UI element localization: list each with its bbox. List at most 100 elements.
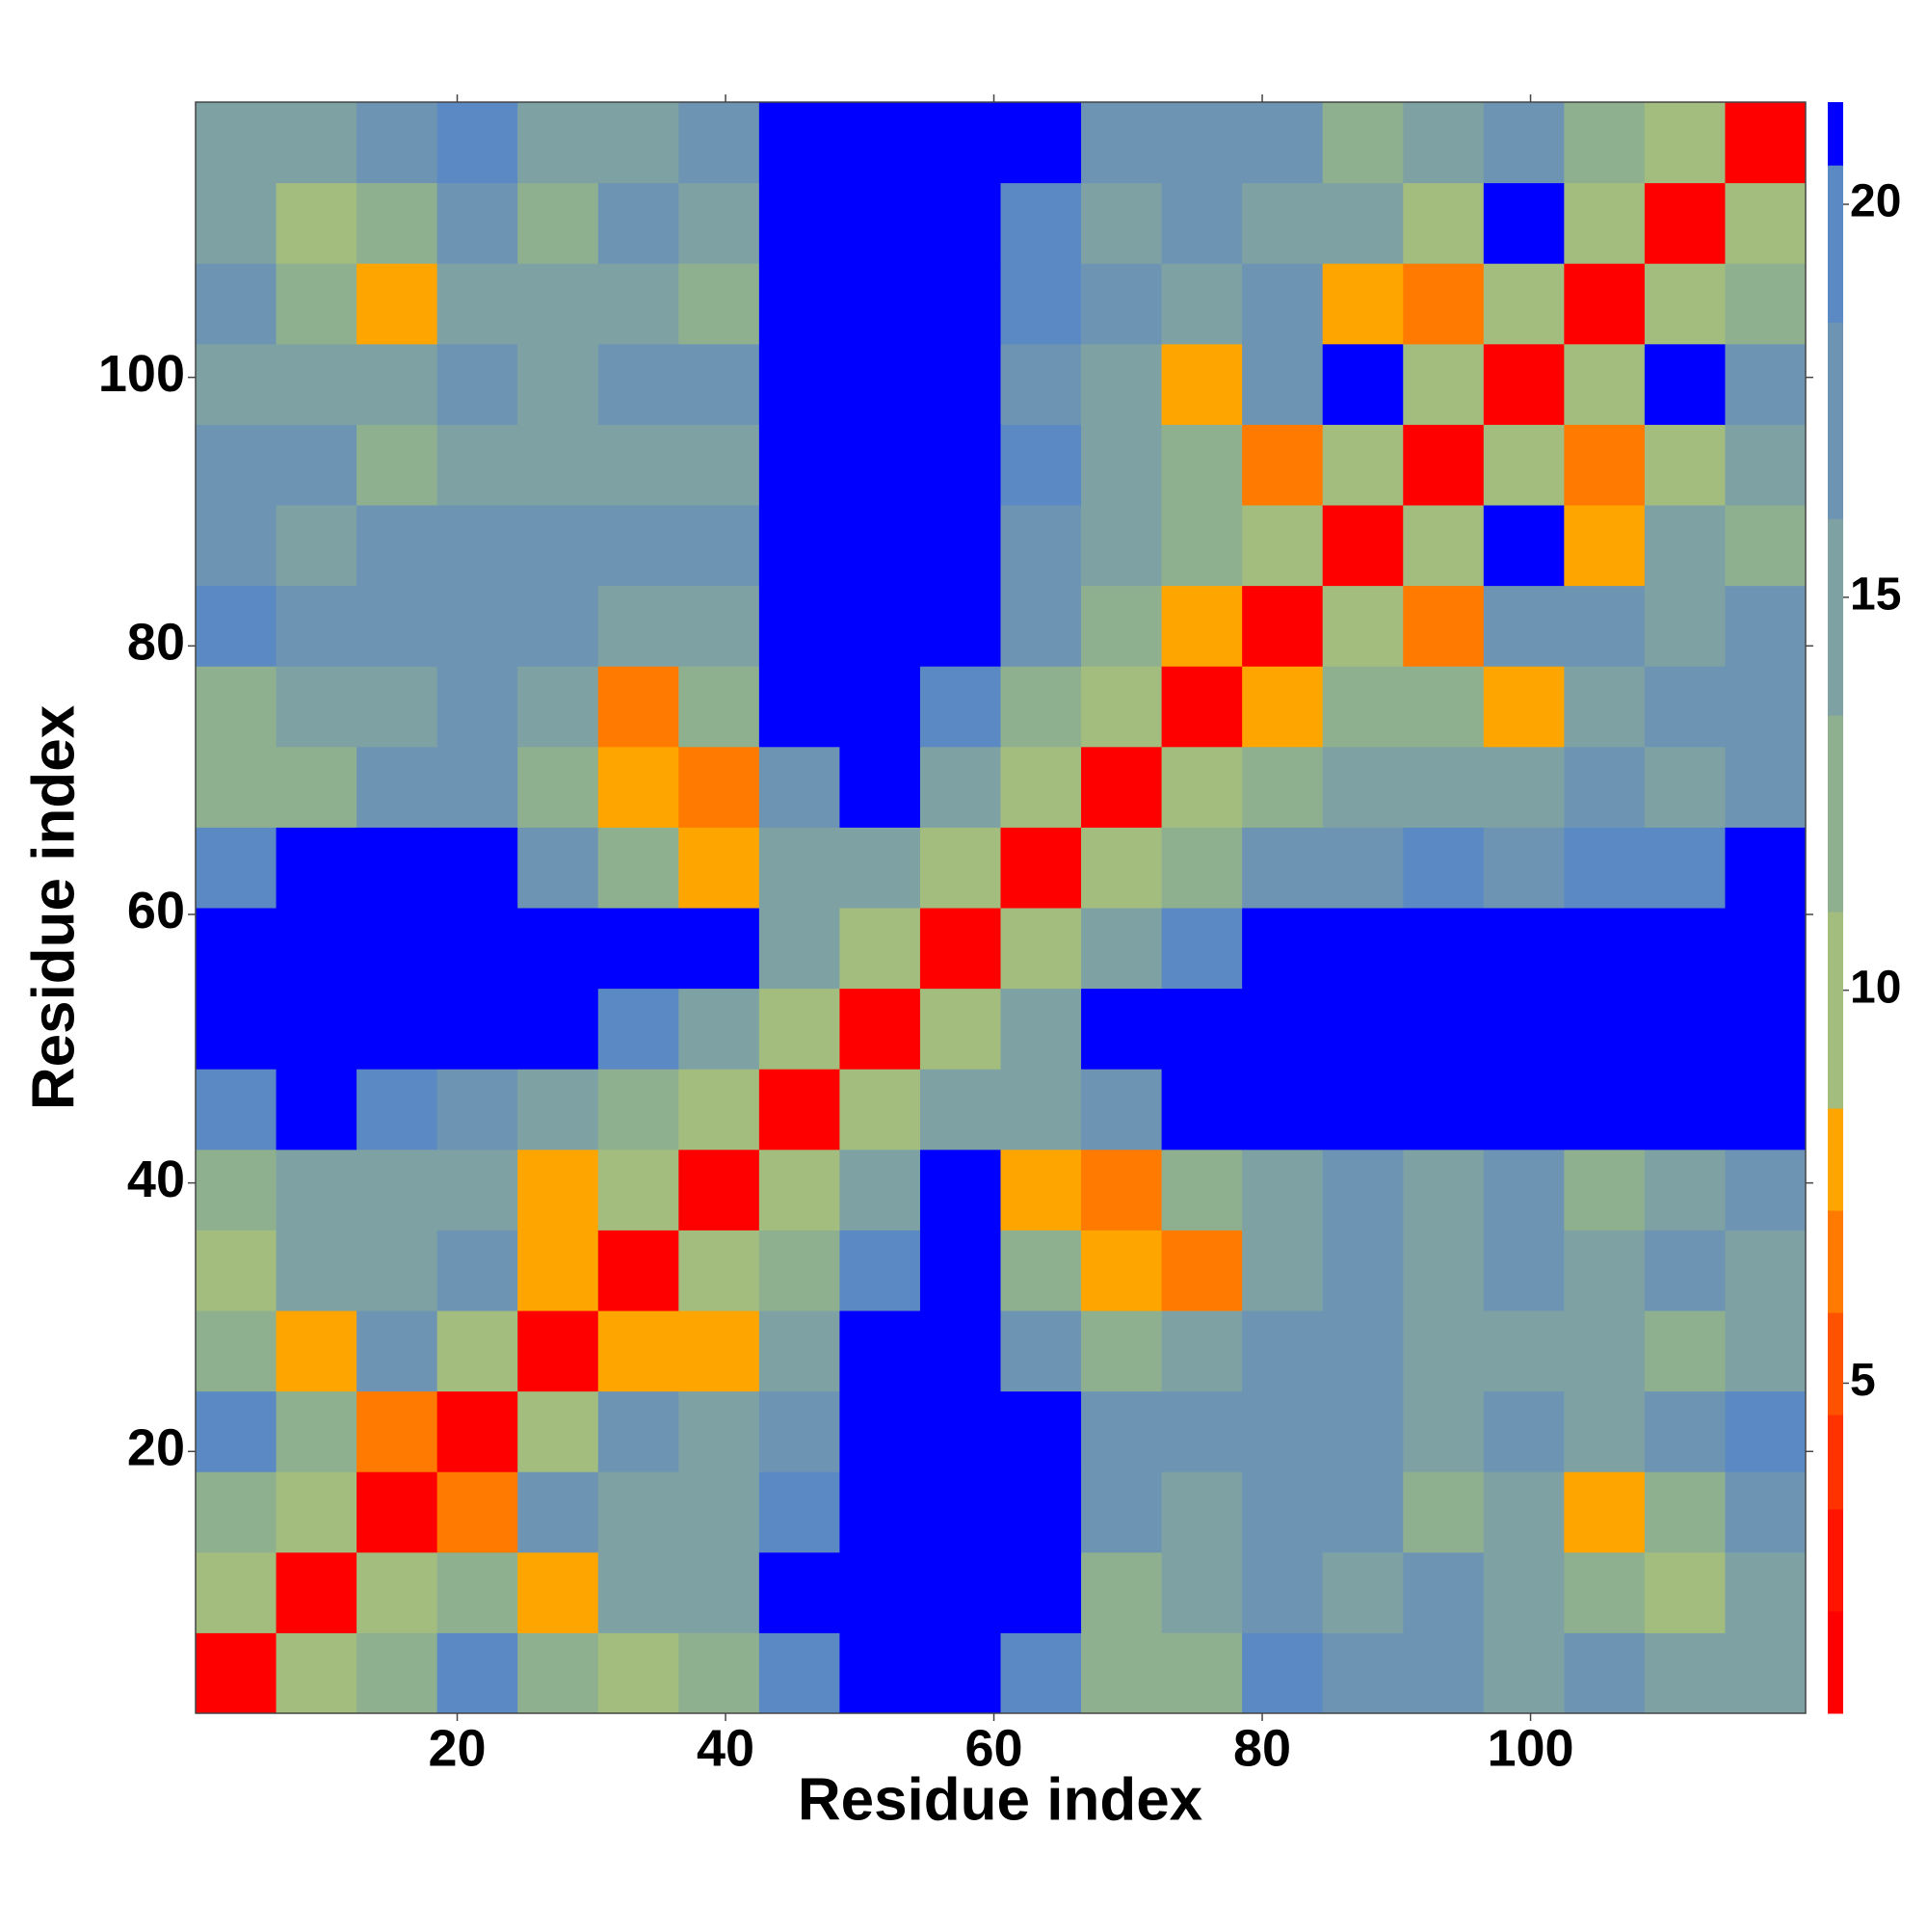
heatmap-cell [597,908,679,990]
heatmap-cell [758,1551,840,1633]
heatmap-cell [196,666,277,748]
heatmap-cell [356,263,438,345]
heatmap-cell [356,1069,438,1151]
heatmap-cell [1161,1551,1243,1633]
y-tick-label: 20 [127,1419,185,1477]
heatmap-cell [1644,1551,1726,1633]
heatmap-cell [758,746,840,828]
heatmap-cell [839,1230,921,1311]
heatmap-cell [1483,343,1565,425]
heatmap-cell [1725,1149,1807,1231]
heatmap-cell [919,505,1001,587]
heatmap-cell [758,102,840,184]
heatmap-cell [1161,1390,1243,1472]
heatmap-cell [1242,827,1324,909]
heatmap-cell [1000,1632,1082,1714]
heatmap-cell [1322,1632,1404,1714]
heatmap-cell [436,585,518,667]
x-tick-label: 80 [1233,1719,1291,1777]
heatmap-cell [1564,585,1646,667]
heatmap-cell [1725,1069,1807,1151]
heatmap-cell [1564,746,1646,828]
heatmap-cell [196,505,277,587]
heatmap-cell [1322,908,1404,990]
heatmap-cell [1644,1390,1726,1472]
colorbar-tick-label: 5 [1850,1355,1876,1406]
heatmap-cell [1161,1471,1243,1553]
heatmap-cell [1322,263,1404,345]
heatmap-cell [436,1069,518,1151]
heatmap-cell [1564,666,1646,748]
heatmap-cell [678,988,760,1070]
heatmap-cell [919,1551,1001,1633]
heatmap-cell [678,1069,760,1151]
heatmap-cell [597,1069,679,1151]
heatmap-cell [678,102,760,184]
heatmap-cell [597,1551,679,1633]
heatmap-cell [1000,102,1082,184]
heatmap-cell [276,1310,357,1392]
y-tick-label: 40 [127,1151,185,1208]
heatmap-cell [436,1471,518,1553]
heatmap-cell [196,102,277,184]
heatmap-cell [1242,1310,1324,1392]
heatmap-cell [919,1471,1001,1553]
heatmap-cell [1322,424,1404,506]
heatmap-cell [1081,102,1163,184]
heatmap-cell [356,1471,438,1553]
heatmap-cell [1483,988,1565,1070]
heatmap-cell [839,1551,921,1633]
heatmap-cell [1403,1069,1485,1151]
heatmap-cell [1564,424,1646,506]
heatmap-cell [597,666,679,748]
heatmap-cell [356,666,438,748]
heatmap-cell [1161,827,1243,909]
heatmap-cell [1081,746,1163,828]
heatmap-cell [1161,666,1243,748]
heatmap-cell [678,182,760,264]
heatmap-cell [1483,1069,1565,1151]
heatmap-cell [1081,1069,1163,1151]
heatmap-cell [1081,1471,1163,1553]
heatmap-cell [1483,1310,1565,1392]
heatmap-cell [919,102,1001,184]
y-tick-label: 100 [98,345,185,403]
heatmap-cell [356,343,438,425]
heatmap-cell [839,1632,921,1714]
heatmap-cell [1564,102,1646,184]
heatmap-cell [356,585,438,667]
heatmap-cell [1483,102,1565,184]
heatmap-cell [1564,1069,1646,1151]
y-axis-label: Residue index [20,704,87,1110]
heatmap-cell [1564,1230,1646,1311]
heatmap-cell [1161,1069,1243,1151]
heatmap-cell [276,1632,357,1714]
heatmap-cell [758,1632,840,1714]
heatmap-cell [1725,908,1807,990]
heatmap-cell [517,908,599,990]
heatmap-cell [1161,908,1243,990]
heatmap-cell [276,1551,357,1633]
heatmap-cell [276,424,357,506]
heatmap-cell [678,263,760,345]
heatmap-cell [196,182,277,264]
heatmap-cell [678,1471,760,1553]
heatmap-cell [1483,505,1565,587]
heatmap-cell [839,424,921,506]
heatmap-cell [1322,988,1404,1070]
heatmap-cell [839,505,921,587]
heatmap-cell [517,746,599,828]
heatmap-cell [1403,827,1485,909]
heatmap-cell [919,666,1001,748]
heatmap-cell [1644,746,1726,828]
heatmap-cell [1403,1390,1485,1472]
heatmap-cell [839,1149,921,1231]
heatmap-cell [1000,988,1082,1070]
heatmap-cell [196,827,277,909]
colorbar-band [1828,1312,1843,1416]
heatmap-cell [517,827,599,909]
heatmap-cell [839,343,921,425]
heatmap-cell [1644,1471,1726,1553]
heatmap-cell [1644,666,1726,748]
